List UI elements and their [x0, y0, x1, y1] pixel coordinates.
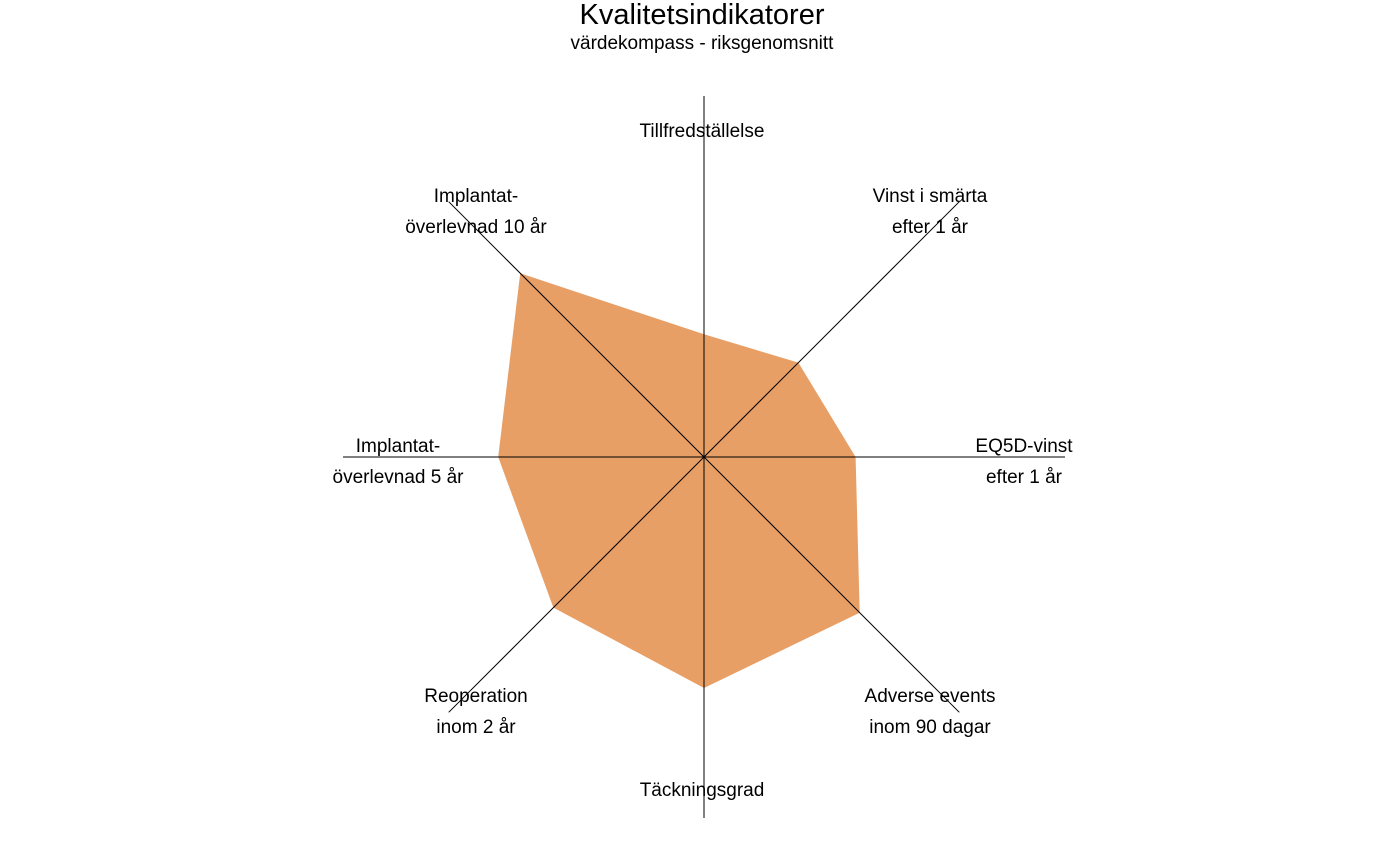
- axis-label-7: Implantat-överlevnad 10 år: [405, 186, 547, 238]
- series-area-0: [498, 273, 860, 688]
- axis-label-layer: Tillfredställelse Vinst i smärta efter 1 å…: [333, 121, 1074, 801]
- axis-label-line: efter 1 år: [892, 217, 969, 238]
- axis-label-line: Reoperation: [424, 686, 528, 707]
- axis-label-line: inom 90 dagar: [869, 717, 991, 738]
- axis-layer: [343, 96, 1065, 818]
- axis-label-line: EQ5D-vinst: [975, 436, 1073, 457]
- axis-label-line: Tillfredställelse: [640, 121, 765, 142]
- series-layer: [498, 273, 860, 688]
- axis-label-line: inom 2 år: [436, 717, 516, 738]
- axis-label-line: Implantat-: [356, 436, 440, 457]
- axis-label-line: Adverse events: [865, 686, 996, 707]
- axis-label-line: Vinst i smärta: [873, 186, 988, 207]
- axis-label-2: EQ5D-vinst efter 1 år: [975, 436, 1073, 488]
- axis-line-7: [448, 201, 705, 458]
- axis-label-6: Implantat-överlevnad 5 år: [333, 436, 465, 488]
- axis-line-5: [448, 456, 705, 713]
- axis-label-5: Reoperation inom 2 år: [424, 686, 528, 738]
- chart-title: Kvalitetsindikatorer: [579, 0, 825, 31]
- axis-label-line: Täckningsgrad: [640, 780, 765, 801]
- axis-label-0: Tillfredställelse: [640, 121, 765, 142]
- chart-subtitle: värdekompass - riksgenomsnitt: [570, 33, 834, 54]
- axis-label-3: Adverse events inom 90 dagar: [865, 686, 996, 738]
- axis-label-line: överlevnad 10 år: [405, 217, 547, 238]
- axis-label-4: Täckningsgrad: [640, 780, 765, 801]
- axis-label-line: Implantat-: [434, 186, 518, 207]
- axis-label-line: efter 1 år: [986, 467, 1063, 488]
- axis-label-1: Vinst i smärta efter 1 år: [873, 186, 988, 238]
- axis-line-1: [703, 201, 960, 458]
- axis-label-line: överlevnad 5 år: [333, 467, 465, 488]
- axis-line-3: [703, 456, 960, 713]
